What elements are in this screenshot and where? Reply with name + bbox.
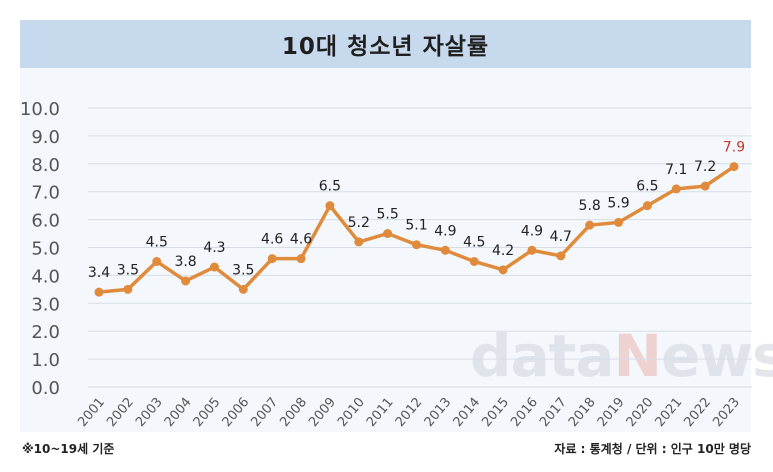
data-label: 5.1 <box>405 218 427 234</box>
plot-background <box>20 68 751 432</box>
x-tick-label: 2003 <box>133 395 166 430</box>
x-tick-label: 2018 <box>566 395 599 430</box>
source-note: 자료 : 통계청 / 단위 : 인구 10만 명당 <box>554 442 751 456</box>
data-label: 4.9 <box>521 223 543 239</box>
data-point <box>556 251 566 261</box>
x-tick-label: 2009 <box>306 395 339 430</box>
y-axis-ticks: 0.0 1.0 2.0 3.0 4.0 5.0 6.0 7.0 8.0 9.0 10.0 <box>20 99 60 399</box>
y-tick-label: 0.0 <box>31 378 60 399</box>
data-point <box>354 237 364 247</box>
data-point <box>440 245 450 255</box>
x-tick-label: 2022 <box>681 395 714 430</box>
data-label: 5.2 <box>348 215 370 231</box>
y-tick-label: 9.0 <box>31 127 60 148</box>
x-tick-label: 2006 <box>220 395 253 430</box>
y-tick-label: 8.0 <box>31 155 60 176</box>
x-tick-label: 2013 <box>422 395 455 430</box>
data-point <box>585 220 595 230</box>
data-label: 5.8 <box>579 198 601 214</box>
data-label: 6.5 <box>319 179 341 195</box>
data-label: 4.3 <box>203 240 225 256</box>
x-tick-label: 2001 <box>75 395 108 430</box>
data-label: 4.2 <box>492 243 514 259</box>
data-label: 4.6 <box>261 232 283 248</box>
data-label: 3.5 <box>232 262 254 278</box>
data-point <box>614 217 624 227</box>
data-label: 4.5 <box>146 234 168 250</box>
title-bar: 10대 청소년 자살률 <box>20 20 751 68</box>
data-point <box>498 265 508 275</box>
data-point <box>238 284 248 294</box>
y-tick-label: 7.0 <box>31 183 60 204</box>
data-label: 4.7 <box>550 229 572 245</box>
x-tick-label: 2012 <box>393 395 426 430</box>
data-label: 5.9 <box>607 195 629 211</box>
x-tick-label: 2017 <box>537 395 570 430</box>
data-label: 4.6 <box>290 232 312 248</box>
data-point <box>181 276 191 286</box>
data-labels: 3.4 3.5 4.5 3.8 4.3 3.5 4.6 4.6 6.5 5.2 5.5 5.1 4.9 4… <box>88 140 745 282</box>
watermark-part-2: N <box>613 322 663 390</box>
x-tick-label: 2011 <box>364 395 397 430</box>
data-point <box>527 245 537 255</box>
y-tick-label: 2.0 <box>31 322 60 343</box>
data-points <box>94 162 739 297</box>
data-point <box>152 256 162 266</box>
x-tick-label: 2014 <box>451 395 484 430</box>
data-point <box>729 162 739 172</box>
y-tick-label: 6.0 <box>31 211 60 232</box>
data-point <box>700 181 710 191</box>
data-label: 3.4 <box>88 265 110 281</box>
data-point <box>642 201 652 211</box>
grid-layer <box>88 107 752 388</box>
data-label: 7.2 <box>694 159 716 175</box>
data-point <box>671 184 681 194</box>
x-tick-label: 2004 <box>162 395 195 430</box>
data-point <box>325 201 335 211</box>
y-tick-label: 4.0 <box>31 266 60 287</box>
x-tick-label: 2016 <box>508 395 541 430</box>
y-tick-label: 5.0 <box>31 239 60 260</box>
chart-title: 10대 청소년 자살률 <box>281 34 490 60</box>
x-tick-label: 2010 <box>335 395 368 430</box>
x-tick-label: 2008 <box>277 395 310 430</box>
data-point <box>94 287 104 297</box>
x-tick-label: 2023 <box>710 395 743 430</box>
datanews-watermark-logo: dataNews <box>470 322 773 390</box>
data-label: 7.1 <box>665 162 687 178</box>
data-point <box>209 262 219 272</box>
data-label: 5.5 <box>377 207 399 223</box>
y-tick-label: 10.0 <box>20 99 60 120</box>
footnote: ※10~19세 기준 <box>22 442 115 456</box>
data-point <box>412 240 421 250</box>
x-tick-label: 2002 <box>104 395 137 430</box>
y-tick-label: 3.0 <box>31 294 60 315</box>
data-point <box>469 256 479 266</box>
data-label: 7.9 <box>723 140 745 156</box>
data-point <box>123 284 133 294</box>
data-point <box>267 254 277 264</box>
data-label: 4.5 <box>463 234 485 250</box>
x-tick-label: 2019 <box>595 395 628 430</box>
data-point <box>383 229 393 239</box>
x-tick-label: 2015 <box>479 395 512 430</box>
x-tick-label: 2020 <box>624 395 657 430</box>
data-label: 3.5 <box>117 262 139 278</box>
data-label: 3.8 <box>174 254 196 270</box>
watermark-part-1: data <box>470 322 615 390</box>
x-tick-label: 2021 <box>653 395 686 430</box>
y-tick-label: 1.0 <box>31 350 60 371</box>
x-tick-label: 2007 <box>248 395 281 430</box>
data-point <box>296 254 306 264</box>
x-axis-ticks: 2001200220032004200520062007200820092010… <box>75 395 743 430</box>
watermark-part-3: ews <box>661 322 773 390</box>
x-tick-label: 2005 <box>191 395 224 430</box>
data-label: 4.9 <box>434 223 456 239</box>
data-label: 6.5 <box>636 179 658 195</box>
